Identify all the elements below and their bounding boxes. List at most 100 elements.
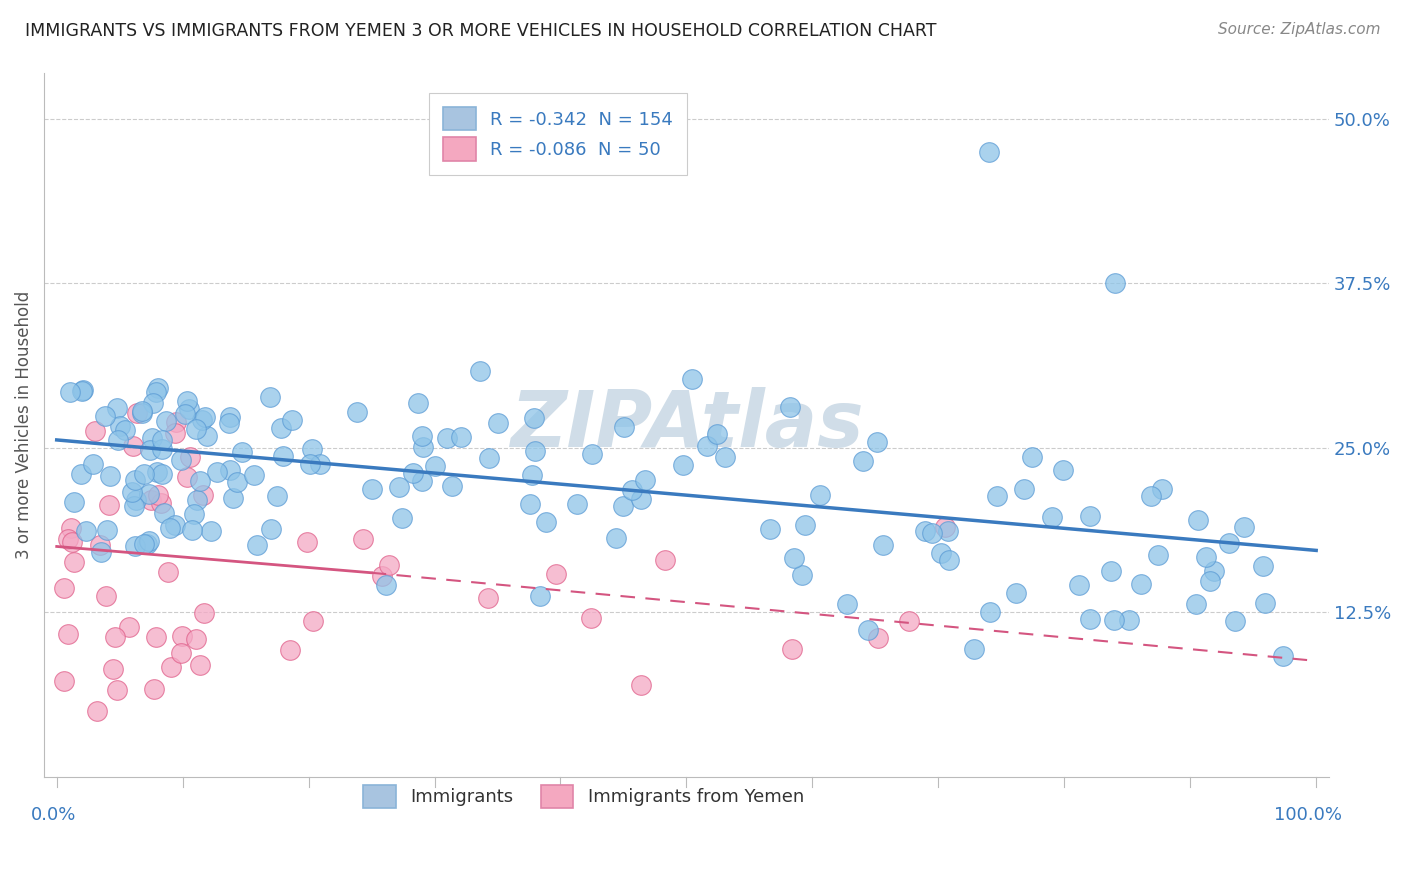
Text: IMMIGRANTS VS IMMIGRANTS FROM YEMEN 3 OR MORE VEHICLES IN HOUSEHOLD CORRELATION : IMMIGRANTS VS IMMIGRANTS FROM YEMEN 3 OR… xyxy=(25,22,936,40)
Point xyxy=(696,438,718,452)
Point xyxy=(150,442,173,457)
Point xyxy=(63,556,86,570)
Point xyxy=(1146,548,1168,562)
Point xyxy=(138,534,160,549)
Point xyxy=(94,409,117,424)
Point xyxy=(184,632,207,646)
Point xyxy=(62,535,84,549)
Point xyxy=(783,551,806,566)
Point xyxy=(118,620,141,634)
Point xyxy=(1187,513,1209,527)
Point xyxy=(921,526,943,541)
Point xyxy=(146,465,169,479)
Point xyxy=(522,467,544,482)
Point xyxy=(143,681,166,696)
Point xyxy=(278,642,301,657)
Point xyxy=(243,468,266,483)
Point xyxy=(82,457,104,471)
Point xyxy=(565,497,588,511)
Point xyxy=(105,683,128,698)
Point xyxy=(53,581,76,595)
Point xyxy=(165,425,187,440)
Point xyxy=(172,629,194,643)
Point xyxy=(122,499,145,513)
Point xyxy=(352,533,374,547)
Point xyxy=(104,630,127,644)
Point xyxy=(62,494,84,508)
Text: ZIPAtlas: ZIPAtlas xyxy=(510,387,863,463)
Point xyxy=(131,406,153,420)
Point xyxy=(581,611,603,625)
Point xyxy=(1130,577,1153,591)
Point xyxy=(979,605,1001,619)
Point xyxy=(1104,277,1126,291)
Legend: Immigrants, Immigrants from Yemen: Immigrants, Immigrants from Yemen xyxy=(352,772,817,821)
Point xyxy=(412,441,434,455)
Point xyxy=(536,515,558,529)
Point xyxy=(714,450,737,465)
Point xyxy=(938,524,960,539)
Point xyxy=(150,434,173,448)
Point xyxy=(190,657,212,672)
Point xyxy=(865,435,887,450)
Point xyxy=(218,409,240,424)
Point xyxy=(986,490,1008,504)
Point xyxy=(1099,564,1122,578)
Point xyxy=(1204,565,1226,579)
Point xyxy=(281,413,304,427)
Point xyxy=(872,538,894,552)
Point xyxy=(60,521,83,535)
Point xyxy=(222,491,245,505)
Point xyxy=(165,415,187,429)
Point xyxy=(121,439,143,453)
Point xyxy=(159,521,181,535)
Point xyxy=(174,407,197,421)
Point xyxy=(852,454,875,468)
Point xyxy=(218,416,240,430)
Point xyxy=(544,566,567,581)
Point xyxy=(581,447,603,461)
Point xyxy=(135,537,157,551)
Point xyxy=(436,430,458,444)
Point xyxy=(108,419,131,434)
Point xyxy=(613,420,636,434)
Point xyxy=(125,406,148,420)
Point xyxy=(612,499,634,513)
Point xyxy=(103,662,125,676)
Point xyxy=(170,453,193,467)
Point xyxy=(156,566,179,580)
Point xyxy=(114,424,136,438)
Point xyxy=(150,467,173,482)
Point xyxy=(70,467,93,481)
Point xyxy=(145,385,167,400)
Point xyxy=(977,145,1000,159)
Point xyxy=(141,493,163,508)
Point xyxy=(605,531,627,545)
Point xyxy=(672,458,695,472)
Point xyxy=(1040,510,1063,524)
Point xyxy=(107,434,129,448)
Point xyxy=(89,538,111,552)
Point xyxy=(70,384,93,399)
Point xyxy=(411,474,433,488)
Point xyxy=(478,451,501,466)
Point xyxy=(218,463,240,477)
Point xyxy=(780,641,803,656)
Point xyxy=(1118,614,1140,628)
Point xyxy=(1140,489,1163,503)
Point xyxy=(634,473,657,487)
Point xyxy=(1078,508,1101,523)
Point xyxy=(519,498,541,512)
Point xyxy=(179,450,201,464)
Point xyxy=(1251,558,1274,573)
Point xyxy=(1102,613,1125,627)
Point xyxy=(75,524,97,538)
Text: 100.0%: 100.0% xyxy=(1274,806,1341,824)
Point xyxy=(388,480,411,494)
Point xyxy=(146,381,169,395)
Point xyxy=(176,470,198,484)
Point xyxy=(53,673,76,688)
Point xyxy=(524,444,547,458)
Point xyxy=(83,424,105,438)
Point xyxy=(1223,615,1246,629)
